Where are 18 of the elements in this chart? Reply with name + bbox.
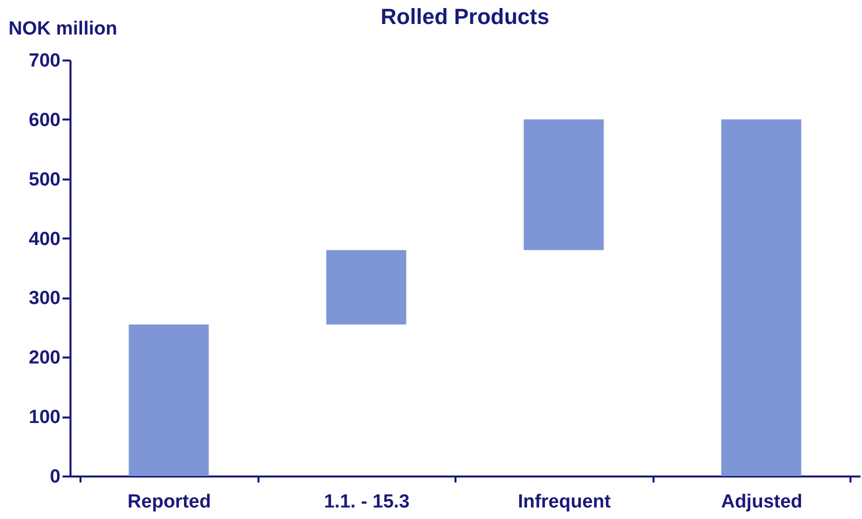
y-tick-label: 300	[28, 288, 60, 310]
y-tick-label: 600	[28, 110, 60, 131]
bar	[128, 324, 209, 476]
y-tick-label: 500	[28, 169, 60, 190]
chart-title: Rolled Products	[380, 4, 550, 29]
x-tick-label: Infrequent	[518, 492, 612, 512]
x-tick-label: 1.1. - 15.3	[324, 492, 410, 512]
bar	[721, 119, 802, 476]
y-tick-label: 400	[28, 228, 60, 250]
y-tick-label: 0	[50, 466, 60, 488]
y-axis-title: NOK million	[8, 18, 118, 40]
bar	[326, 250, 406, 324]
x-tick-label: Reported	[128, 492, 211, 512]
bar	[524, 119, 604, 250]
x-tick-label: Adjusted	[721, 492, 802, 512]
y-tick-label: 100	[28, 407, 60, 428]
y-tick-label: 700	[28, 50, 60, 72]
y-tick-label: 200	[28, 348, 60, 369]
